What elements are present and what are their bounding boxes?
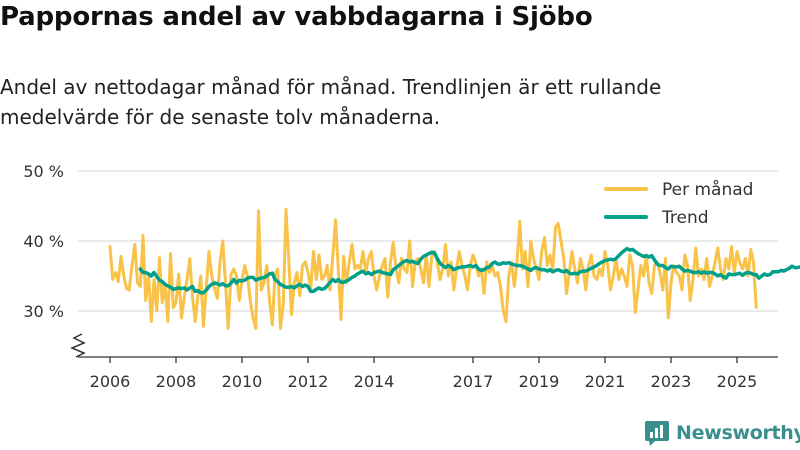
x-tick-label: 2019 bbox=[519, 372, 560, 391]
y-tick-label: 50 % bbox=[23, 162, 64, 181]
x-tick-label: 2008 bbox=[156, 372, 197, 391]
x-tick-label: 2012 bbox=[288, 372, 329, 391]
y-tick-label: 30 % bbox=[23, 302, 64, 321]
axis-break-icon bbox=[70, 333, 86, 358]
x-tick-label: 2023 bbox=[651, 372, 692, 391]
chart-subtitle: Andel av nettodagar månad för månad. Tre… bbox=[0, 75, 662, 129]
x-tick-label: 2025 bbox=[717, 372, 758, 391]
newsworthy-logo-icon bbox=[645, 421, 669, 446]
y-tick-label: 40 % bbox=[23, 232, 64, 251]
legend-label: Per månad bbox=[662, 179, 753, 200]
x-tick-label: 2006 bbox=[90, 372, 131, 391]
newsworthy-logo: Newsworthy bbox=[644, 420, 800, 446]
chart-title: Pappornas andel av vabbdagarna i Sjöbo bbox=[0, 2, 593, 32]
legend-label: Trend bbox=[661, 208, 709, 228]
series-line-trend bbox=[138, 246, 800, 295]
newsworthy-logo-text: Newsworthy bbox=[676, 422, 800, 444]
x-tick-label: 2014 bbox=[354, 372, 395, 391]
x-tick-label: 2017 bbox=[453, 372, 494, 391]
x-tick-label: 2010 bbox=[222, 372, 263, 391]
x-tick-label: 2021 bbox=[585, 372, 626, 391]
